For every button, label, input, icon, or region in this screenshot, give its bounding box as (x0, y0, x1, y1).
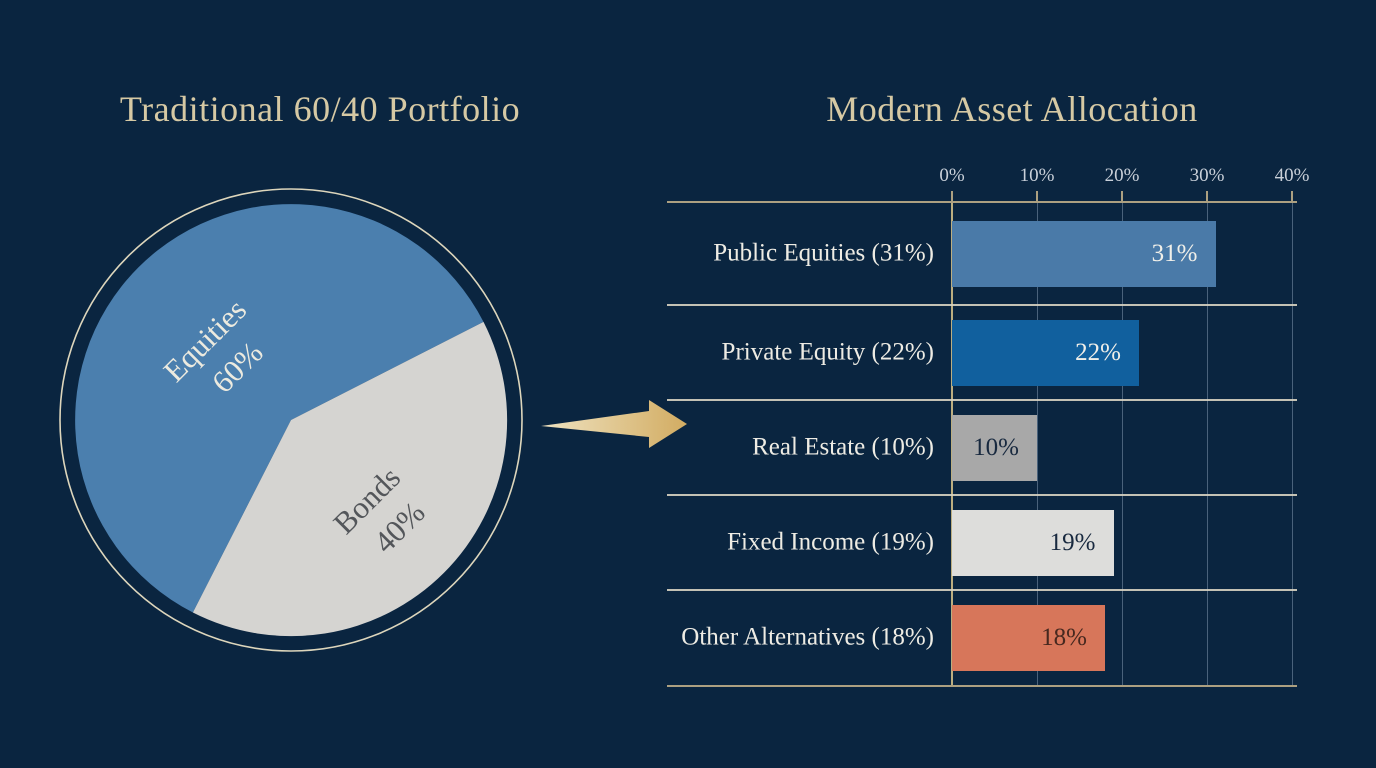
axis-tick-label: 20% (1104, 165, 1140, 186)
row-separator (667, 304, 1297, 306)
flow-arrow-icon (541, 400, 687, 448)
pie-ring (59, 188, 523, 652)
axis-bottom-line (667, 685, 1297, 687)
row-separator (667, 589, 1297, 591)
bar-value-label: 31% (1151, 240, 1198, 267)
axis-tick (1291, 191, 1293, 203)
gridline-40pct (1292, 203, 1293, 686)
axis-tick-label: 0% (939, 165, 965, 186)
bar-row-label: Other Alternatives (18%) (681, 623, 934, 651)
axis-tick-label: 10% (1019, 165, 1055, 186)
bar-value-label: 18% (1041, 624, 1087, 651)
pie-slice-equities (75, 204, 484, 613)
gridline-30pct (1207, 203, 1208, 686)
bar: 22% (952, 319, 1139, 386)
bar-row-label: Real Estate (10%) (752, 432, 934, 460)
gridline-20pct (1122, 203, 1123, 686)
pie-slice-bonds (192, 321, 508, 637)
axis-tick (951, 191, 953, 203)
axis-top-line (667, 201, 1297, 203)
gridline-10pct (1037, 203, 1038, 686)
bar: 31% (952, 221, 1216, 287)
axis-tick (1121, 191, 1123, 203)
axis-tick-label: 40% (1274, 165, 1310, 186)
row-separator (667, 399, 1297, 401)
axis-tick-label: 30% (1189, 165, 1225, 186)
bar-value-label: 10% (973, 433, 1019, 461)
axis-tick (1036, 191, 1038, 203)
row-separator (667, 494, 1297, 496)
bar-row-label: Private Equity (22%) (721, 337, 934, 365)
left-chart-title: Traditional 60/40 Portfolio (119, 89, 521, 129)
bar-value-label: 19% (1049, 528, 1096, 556)
bar: 18% (952, 605, 1105, 671)
bar: 10% (952, 414, 1037, 481)
bar-value-label: 22% (1075, 338, 1121, 366)
axis-tick (1206, 191, 1208, 203)
bar: 19% (952, 509, 1114, 576)
right-chart-title: Modern Asset Allocation (826, 89, 1198, 129)
bar-row-label: Fixed Income (19%) (727, 527, 934, 555)
bar-row-label: Public Equities (31%) (713, 239, 934, 267)
